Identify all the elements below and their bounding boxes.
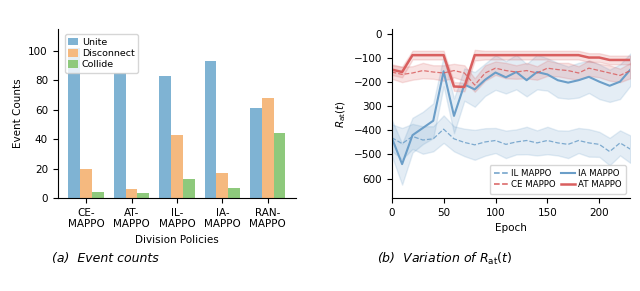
Bar <box>205 61 216 198</box>
Bar <box>262 98 274 198</box>
Legend: Unite, Disconnect, Collide: Unite, Disconnect, Collide <box>65 34 138 73</box>
Bar <box>138 194 149 198</box>
Bar <box>183 179 195 198</box>
Bar <box>274 133 285 198</box>
Bar <box>228 188 240 198</box>
X-axis label: Epoch: Epoch <box>495 223 527 233</box>
Bar <box>68 48 80 198</box>
Legend: IL MAPPO, CE MAPPO, IA MAPPO, AT MAPPO: IL MAPPO, CE MAPPO, IA MAPPO, AT MAPPO <box>490 165 626 194</box>
Bar <box>216 173 228 198</box>
Bar <box>125 189 138 198</box>
Text: (b)  Variation of $R_{\mathrm{at}}(t)$: (b) Variation of $R_{\mathrm{at}}(t)$ <box>377 251 513 267</box>
Bar <box>92 192 104 198</box>
Bar <box>80 168 92 198</box>
Y-axis label: Event Counts: Event Counts <box>13 79 22 148</box>
Bar <box>114 73 125 198</box>
Bar <box>250 108 262 198</box>
Bar <box>171 135 183 198</box>
Y-axis label: $R_{\mathrm{at}}(t)$: $R_{\mathrm{at}}(t)$ <box>335 100 348 127</box>
Text: (a)  Event counts: (a) Event counts <box>52 253 159 265</box>
X-axis label: Division Policies: Division Policies <box>135 235 219 245</box>
Bar <box>159 76 171 198</box>
